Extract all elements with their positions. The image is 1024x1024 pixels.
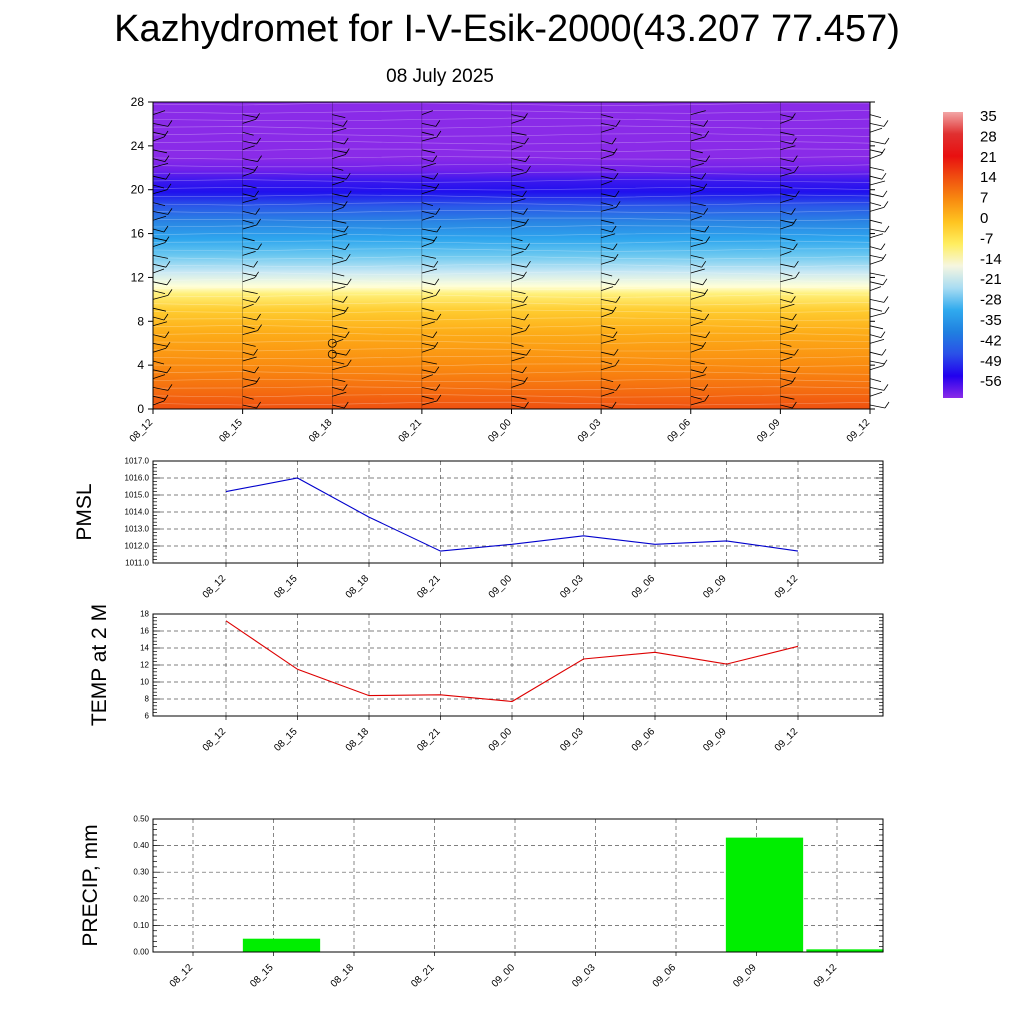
x-tick-label-pmsl: 09_09	[701, 573, 729, 601]
y-tick-label: 16	[131, 227, 145, 241]
x-tick-label: 09_06	[665, 417, 693, 445]
x-tick-label-precip: 09_09	[731, 962, 759, 990]
y-axis-label-pmsl: PMSL	[73, 483, 96, 540]
y-tick-label-precip: 0.00	[133, 948, 149, 957]
y-tick-label-pmsl: 1011.0	[125, 559, 149, 568]
x-tick-label-temp: 09_03	[558, 726, 586, 754]
colorbar	[943, 112, 963, 398]
y-tick-label-pmsl: 1016.0	[125, 474, 150, 483]
colorbar-label: 28	[980, 128, 997, 145]
x-tick-label: 08_15	[217, 417, 245, 445]
colorbar-label: -56	[980, 373, 1002, 390]
temp-line	[225, 620, 799, 703]
x-tick-label-pmsl: 09_12	[773, 573, 801, 601]
y-tick-label: 4	[137, 358, 144, 372]
x-tick-label-temp: 09_09	[701, 726, 729, 754]
y-tick-label-precip: 0.50	[133, 815, 149, 824]
y-tick-label-temp: 12	[140, 661, 149, 670]
x-tick-label-temp: 09_12	[773, 726, 801, 754]
x-tick-label-precip: 09_12	[812, 962, 840, 990]
x-tick-label: 09_12	[845, 417, 873, 445]
colorbar-label: 35	[980, 108, 997, 125]
x-tick-label: 08_21	[397, 417, 425, 445]
grid-temp	[153, 613, 883, 717]
y-tick-label-precip: 0.10	[133, 921, 149, 930]
y-tick-label: 12	[131, 270, 145, 284]
y-axis-label-precip: PRECIP, mm	[79, 824, 102, 946]
x-tick-label-precip: 08_18	[329, 962, 357, 990]
x-tick-label-precip: 08_21	[409, 962, 437, 990]
colorbar-label: -14	[980, 251, 1002, 268]
y-tick-label-temp: 6	[145, 712, 150, 721]
x-tick-label-temp: 09_06	[630, 726, 658, 754]
x-tick-label-pmsl: 08_21	[415, 573, 443, 601]
x-tick-label-precip: 09_00	[490, 962, 518, 990]
x-tick-label-temp: 08_15	[272, 726, 300, 754]
y-tick-label-pmsl: 1013.0	[125, 525, 150, 534]
y-tick-label-temp: 10	[140, 678, 149, 687]
x-tick-label-temp: 08_18	[344, 726, 372, 754]
colorbar-label: 14	[980, 169, 997, 186]
y-tick-label-temp: 8	[145, 695, 150, 704]
calm-marker	[327, 338, 337, 348]
x-tick-label-pmsl: 08_12	[201, 573, 229, 601]
y-tick-label: 28	[131, 95, 145, 109]
y-tick-label-temp: 18	[140, 610, 149, 619]
x-tick-label: 08_18	[307, 417, 335, 445]
x-tick-label-temp: 09_00	[487, 726, 515, 754]
x-tick-label: 09_00	[486, 417, 514, 445]
x-tick-label: 09_03	[576, 417, 604, 445]
colorbar-label: 7	[980, 190, 988, 207]
y-tick-label: 0	[137, 402, 144, 416]
colorbar-label: -7	[980, 230, 993, 247]
chart-date: 08 July 2025	[386, 66, 494, 87]
frame-precip	[152, 818, 884, 953]
calm-marker	[327, 349, 337, 359]
y-tick-label: 24	[131, 139, 145, 153]
precip-bar	[242, 938, 321, 952]
x-tick-label-temp: 08_12	[201, 726, 229, 754]
colorbar-label: -28	[980, 292, 1002, 309]
x-tick-label-pmsl: 08_18	[344, 573, 372, 601]
colorbar-label: 0	[980, 210, 988, 227]
y-tick-label-temp: 14	[140, 644, 149, 653]
x-tick-label: 08_12	[128, 417, 156, 445]
y-tick-label-precip: 0.30	[133, 868, 149, 877]
precip-bar	[725, 837, 804, 952]
y-tick-label: 20	[131, 183, 145, 197]
y-axis-label-temp: TEMP at 2 M	[88, 604, 111, 726]
x-tick-label-pmsl: 09_06	[630, 573, 658, 601]
y-tick-label-pmsl: 1012.0	[125, 542, 150, 551]
colorbar-label: -21	[980, 271, 1002, 288]
x-tick-label-precip: 08_12	[168, 962, 196, 990]
x-tick-label-pmsl: 09_00	[487, 573, 515, 601]
x-tick-label-precip: 08_15	[248, 962, 276, 990]
colorbar-label: -35	[980, 312, 1002, 329]
x-tick-label-precip: 09_03	[570, 962, 598, 990]
x-tick-label-pmsl: 08_15	[272, 573, 300, 601]
x-tick-label-pmsl: 09_03	[558, 573, 586, 601]
colorbar-label: 21	[980, 149, 997, 166]
y-tick-label-pmsl: 1017.0	[125, 457, 150, 466]
colorbar-label: -49	[980, 353, 1002, 370]
colorbar-label: -42	[980, 332, 1002, 349]
chart-title: Kazhydromet for I-V-Esik-2000(43.207 77.…	[114, 8, 900, 50]
x-tick-label-temp: 08_21	[415, 726, 443, 754]
y-tick-label-temp: 16	[140, 627, 149, 636]
precip-bar	[806, 949, 884, 952]
x-tick-label: 09_09	[755, 417, 783, 445]
y-tick-label-pmsl: 1015.0	[125, 491, 150, 500]
y-tick-label-precip: 0.20	[133, 894, 149, 903]
y-tick-label-pmsl: 1014.0	[125, 508, 150, 517]
y-tick-label-precip: 0.40	[133, 841, 149, 850]
y-tick-label: 8	[137, 314, 144, 328]
x-tick-label-precip: 09_06	[651, 962, 679, 990]
wind-barbs	[152, 102, 890, 409]
